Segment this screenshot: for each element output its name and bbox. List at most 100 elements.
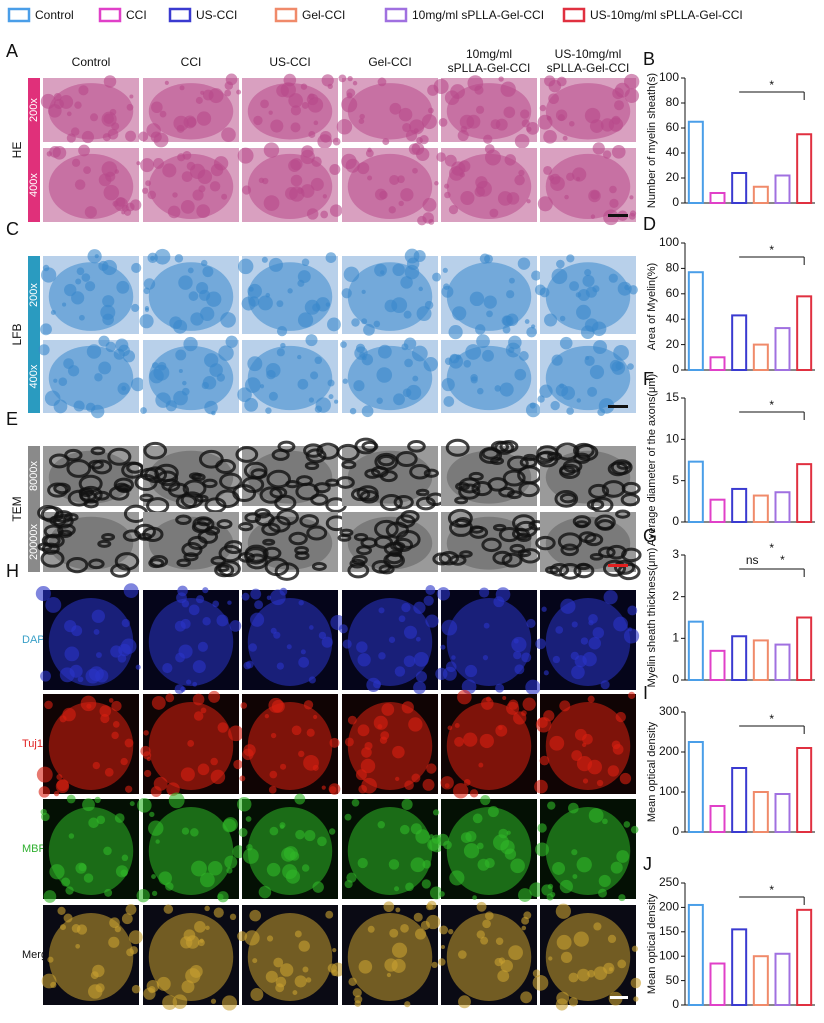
texture [618,894,626,902]
texture [548,93,559,105]
tissue [247,598,333,686]
texture [336,119,353,135]
texture [90,113,99,122]
texture [265,407,272,414]
texture [394,886,400,892]
texture [273,957,284,968]
texture [539,104,547,112]
bar [687,903,704,1007]
texture [229,620,242,632]
column-title: US-10mg/ml [555,47,622,61]
texture [617,281,632,296]
texture [511,636,527,653]
texture [180,686,186,692]
texture [559,383,565,389]
texture [56,774,63,780]
texture [513,638,519,644]
texture [198,449,224,469]
texture [224,89,232,97]
texture [286,644,292,650]
texture [154,248,171,265]
texture [373,680,382,689]
texture [334,399,339,404]
texture [78,144,90,157]
texture [454,736,464,747]
y-tick-label: 0 [672,362,679,376]
texture [259,384,265,389]
texture [602,818,608,825]
texture [252,958,258,964]
y-tick-label: 100 [659,784,679,798]
bar [731,314,748,372]
magnification: 200x [28,283,40,307]
texture [250,612,265,627]
texture [524,319,530,324]
texture [280,82,296,98]
texture [576,857,592,873]
texture [250,988,264,1001]
texture [402,123,412,133]
bar [752,343,769,372]
y-tick-label: 5 [672,473,679,487]
texture [216,519,233,530]
texture [297,312,314,328]
texture [484,911,494,920]
texture [248,286,254,292]
texture [274,562,300,581]
texture [294,930,302,938]
texture [297,354,302,360]
texture [573,931,589,947]
texture [49,146,61,158]
texture [415,488,430,497]
texture [121,618,130,628]
texture [341,460,357,470]
texture [406,384,422,401]
texture [612,743,624,755]
texture [547,801,556,810]
texture [250,468,268,480]
row-bar [28,256,40,413]
texture [215,564,230,573]
texture [549,735,565,751]
texture [506,490,522,500]
texture [147,190,157,200]
texture [202,587,209,594]
texture [268,257,283,272]
texture [94,254,99,259]
texture [308,93,315,100]
texture [238,522,254,532]
texture [354,437,378,455]
texture [383,541,404,556]
texture [374,519,399,539]
texture [102,313,114,326]
texture [499,439,519,453]
texture [608,273,618,283]
texture [88,817,99,829]
texture [554,490,579,508]
bar [752,185,769,204]
panel-letter: G [643,526,657,546]
texture [537,823,547,833]
texture [416,306,432,322]
texture [555,626,564,634]
texture [569,120,575,127]
texture [627,627,632,632]
y-tick-label: 250 [659,875,679,889]
texture [125,904,137,915]
texture [301,864,310,872]
texture [322,194,327,199]
texture [254,600,264,610]
texture [306,208,319,220]
texture [572,874,578,879]
texture [276,326,288,337]
texture [126,103,134,111]
texture [400,276,413,289]
texture [555,998,568,1011]
tissue [446,598,532,686]
texture [432,809,440,816]
bar [774,643,791,681]
texture [68,833,75,839]
texture [332,137,341,146]
texture [253,115,263,126]
texture [69,664,83,678]
